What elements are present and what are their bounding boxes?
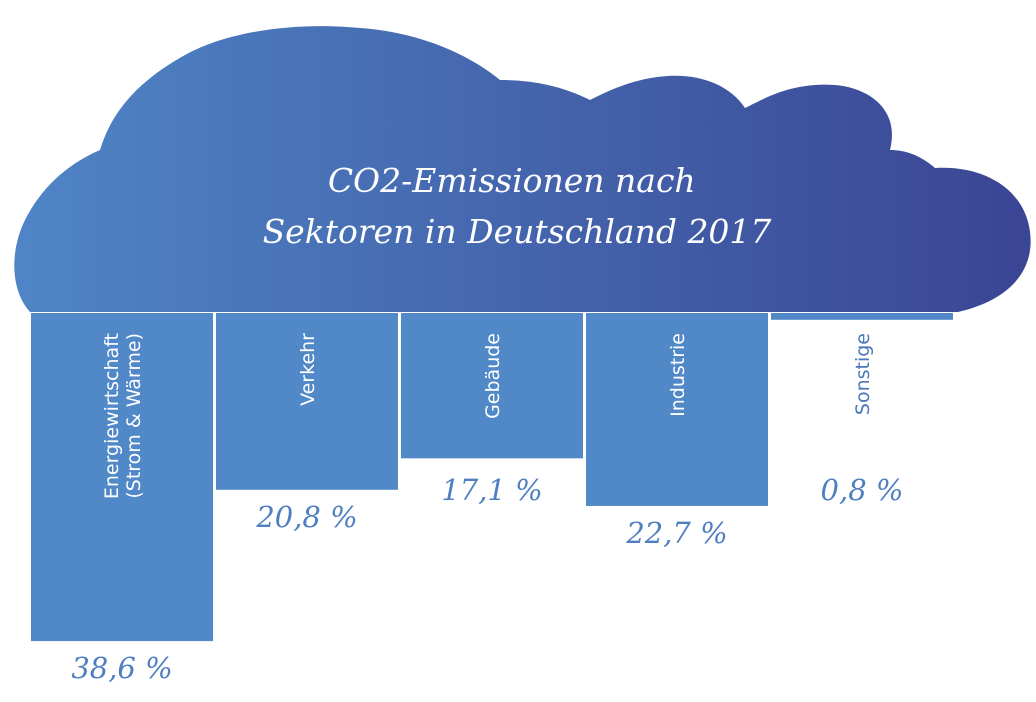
bar-4 — [771, 313, 953, 320]
category-label-3: Industrie — [667, 333, 689, 417]
category-label-0-line-0: Energiewirtschaft — [101, 333, 123, 499]
category-label-2: Gebäude — [482, 333, 504, 419]
value-label-1: 20,8 % — [255, 500, 357, 534]
bar-3 — [586, 313, 768, 506]
category-label-1-line-0: Verkehr — [297, 333, 319, 406]
category-label-1: Verkehr — [297, 333, 319, 406]
chart-title-line-1: CO2-Emissionen nach — [328, 161, 696, 200]
cloud-shape — [14, 26, 1031, 312]
value-labels-group: 38,6 % 20,8 % 17,1 % 22,7 % 0,8 % — [71, 473, 903, 685]
value-label-2: 17,1 % — [441, 473, 542, 507]
bars-group — [31, 313, 953, 642]
bar-2 — [401, 313, 583, 459]
category-label-3-line-0: Industrie — [667, 333, 689, 417]
value-label-3: 22,7 % — [625, 516, 727, 550]
category-label-4-line-0: Sonstige — [852, 333, 874, 415]
category-label-2-line-0: Gebäude — [482, 333, 504, 419]
chart-title: CO2-Emissionen nach Sektoren in Deutschl… — [263, 161, 772, 251]
category-label-0: Energiewirtschaft(Strom & Wärme) — [101, 333, 145, 499]
bar-1 — [216, 313, 398, 490]
chart-title-line-2: Sektoren in Deutschland 2017 — [263, 212, 772, 251]
value-label-4: 0,8 % — [821, 473, 904, 507]
category-label-0-line-1: (Strom & Wärme) — [123, 333, 145, 499]
bar-0 — [31, 313, 213, 642]
value-label-0: 38,6 % — [71, 651, 172, 685]
category-labels-group: Energiewirtschaft(Strom & Wärme) Verkehr G… — [101, 333, 874, 499]
category-label-4: Sonstige — [852, 333, 874, 415]
